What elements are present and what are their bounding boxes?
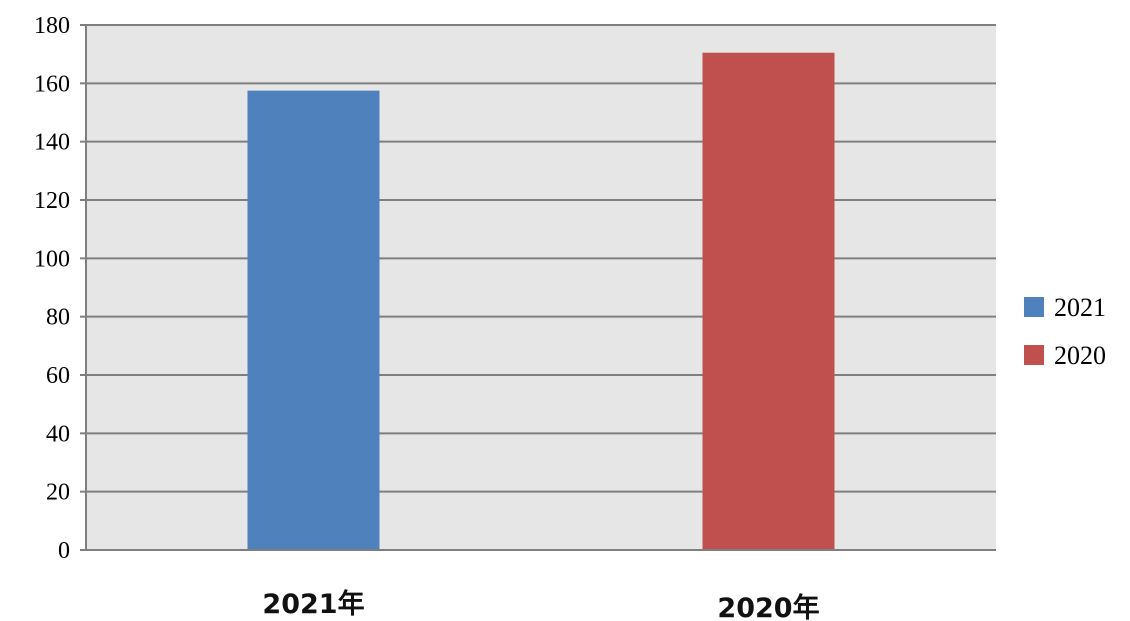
plot-area [86,25,996,550]
bars [247,52,835,550]
y-tick-label: 80 [46,305,70,331]
gridlines [86,24,996,493]
y-tick-label: 160 [34,71,70,97]
bar-0 [247,90,380,550]
y-tick-label: 40 [46,421,70,447]
x-tick-labels: 2021年 2020年 [262,588,819,621]
legend-swatch [1024,297,1044,317]
legend-swatch [1024,345,1044,365]
y-axis: 0 20 40 60 80 100 120 140 160 180 [34,13,87,564]
x-tick-label: 2021年 [262,588,364,620]
legend: 2021 2020 [1024,293,1106,370]
y-tick-label: 180 [34,13,70,39]
x-tick-label: 2020年 [717,592,819,621]
y-tick-label: 140 [34,130,70,156]
y-tick-label: 0 [58,538,70,564]
y-tick-label: 60 [46,363,70,389]
y-tick-label: 100 [34,246,70,272]
legend-label: 2021 [1054,293,1106,322]
legend-label: 2020 [1054,341,1106,370]
bar-1 [702,52,835,550]
y-tick-label: 20 [46,480,70,506]
y-tick-label: 120 [34,188,70,214]
